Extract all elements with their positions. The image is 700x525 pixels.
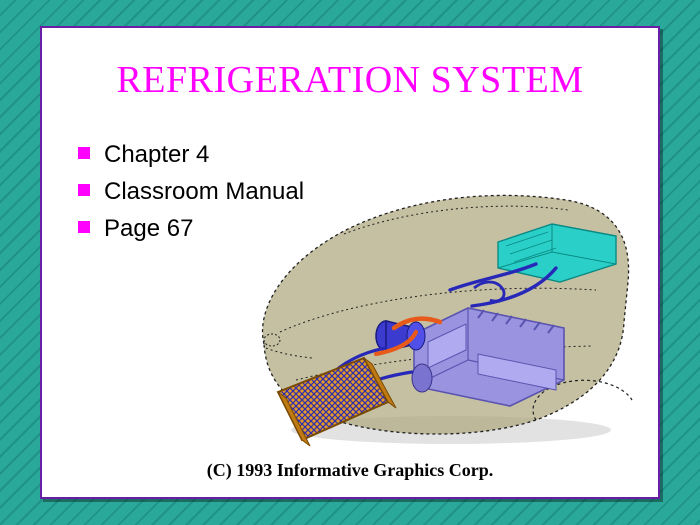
bullet-text: Page 67 <box>104 215 193 242</box>
slide-card: REFRIGERATION SYSTEM Chapter 4 Classroom… <box>40 26 660 499</box>
bullet-text: Chapter 4 <box>104 141 209 168</box>
refrigeration-diagram <box>236 172 636 452</box>
list-item: Chapter 4 <box>78 136 658 173</box>
slide-background: REFRIGERATION SYSTEM Chapter 4 Classroom… <box>0 0 700 525</box>
engine-bay-svg <box>236 172 636 452</box>
copyright-text: (C) 1993 Informative Graphics Corp. <box>42 460 658 481</box>
slide-title: REFRIGERATION SYSTEM <box>42 58 658 102</box>
